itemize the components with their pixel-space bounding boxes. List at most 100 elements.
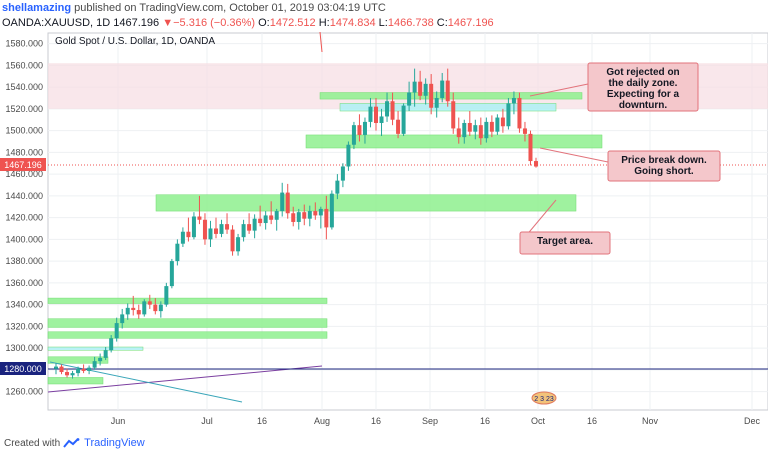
candle[interactable] <box>522 121 527 142</box>
candle[interactable] <box>87 365 92 375</box>
zone-green[interactable] <box>47 377 104 385</box>
candle[interactable] <box>191 212 196 240</box>
candle[interactable] <box>81 364 86 374</box>
candle[interactable] <box>351 121 356 150</box>
candle[interactable] <box>335 174 340 200</box>
candle[interactable] <box>534 157 538 168</box>
candle[interactable] <box>329 190 334 230</box>
candle[interactable] <box>252 214 257 239</box>
candle[interactable] <box>318 206 323 229</box>
candle[interactable] <box>423 78 428 105</box>
candle[interactable] <box>467 111 472 137</box>
candle[interactable] <box>202 213 207 245</box>
candle[interactable] <box>269 201 274 225</box>
candle[interactable] <box>180 227 185 247</box>
candle[interactable] <box>362 117 367 144</box>
zone-green[interactable] <box>47 297 328 304</box>
zone-cyan[interactable] <box>47 346 144 351</box>
candle[interactable] <box>263 211 268 230</box>
candle[interactable] <box>197 195 202 225</box>
candle[interactable] <box>65 368 70 378</box>
candle[interactable] <box>484 117 489 143</box>
candle[interactable] <box>451 92 456 134</box>
candle[interactable] <box>396 111 401 139</box>
candle[interactable] <box>280 182 285 217</box>
candle[interactable] <box>429 74 434 115</box>
candle[interactable] <box>445 68 450 107</box>
candle[interactable] <box>418 70 423 101</box>
candle[interactable] <box>153 298 158 315</box>
candle[interactable] <box>92 356 97 370</box>
candle[interactable] <box>241 219 246 242</box>
candle[interactable] <box>462 119 467 144</box>
candle[interactable] <box>291 206 296 227</box>
zone-green[interactable] <box>47 318 328 328</box>
trendline-purple[interactable] <box>47 365 323 393</box>
candle[interactable] <box>357 114 362 142</box>
candle[interactable] <box>114 317 119 342</box>
candle[interactable] <box>70 370 75 379</box>
x-axis[interactable]: Jun Jul 16 Aug 16 Sep 16 Oct 16 Nov Dec <box>111 416 761 426</box>
candle[interactable] <box>506 97 511 130</box>
zone-green[interactable] <box>305 134 603 149</box>
candle[interactable] <box>324 195 329 240</box>
candle[interactable] <box>478 117 483 145</box>
candle[interactable] <box>214 217 218 239</box>
candle[interactable] <box>346 141 351 171</box>
zone-green[interactable] <box>47 331 328 339</box>
candle[interactable] <box>169 258 174 289</box>
zone-green[interactable] <box>155 194 577 212</box>
candle[interactable] <box>368 97 373 128</box>
author-name[interactable]: shellamazing <box>2 2 72 14</box>
candle[interactable] <box>76 366 81 377</box>
candle[interactable] <box>500 108 505 133</box>
annotation-callout[interactable]: Got rejected on the daily zone. Expecting … <box>529 62 699 112</box>
candle[interactable] <box>412 68 417 107</box>
candle[interactable] <box>131 295 136 316</box>
annotation-callout[interactable]: Target area. <box>519 199 611 255</box>
candle[interactable] <box>225 213 230 234</box>
candle[interactable] <box>385 92 390 122</box>
events-badge[interactable]: 2 3 23 <box>531 391 557 405</box>
candle[interactable] <box>109 335 114 353</box>
candle[interactable] <box>374 97 378 131</box>
candle[interactable] <box>407 81 412 112</box>
candle[interactable] <box>98 353 103 366</box>
candle[interactable] <box>473 119 478 140</box>
candle[interactable] <box>307 205 312 227</box>
candle[interactable] <box>434 91 439 118</box>
candle[interactable] <box>147 294 152 309</box>
candle[interactable] <box>296 208 301 230</box>
annotation-callout[interactable]: Price break down. Going short. <box>539 147 721 182</box>
candle[interactable] <box>495 114 500 135</box>
tradingview-brand[interactable]: TradingView <box>84 437 145 449</box>
candle[interactable] <box>440 72 445 103</box>
candle[interactable] <box>142 299 147 317</box>
candle[interactable] <box>186 217 191 242</box>
candle[interactable] <box>120 308 125 329</box>
candle[interactable] <box>175 239 180 266</box>
candle[interactable] <box>59 364 64 375</box>
zone-green[interactable] <box>47 356 109 364</box>
candle[interactable] <box>219 219 224 238</box>
candle[interactable] <box>103 347 108 361</box>
candle[interactable] <box>285 183 290 219</box>
candle[interactable] <box>528 130 533 166</box>
candle[interactable] <box>489 115 494 138</box>
candle[interactable] <box>379 108 384 137</box>
candle[interactable] <box>230 225 235 256</box>
candle[interactable] <box>390 92 395 126</box>
candle[interactable] <box>54 363 58 375</box>
candle[interactable] <box>456 117 461 144</box>
candle[interactable] <box>511 91 516 115</box>
candle[interactable] <box>236 233 241 256</box>
candle[interactable] <box>340 163 345 188</box>
candle[interactable] <box>302 204 307 226</box>
candle[interactable] <box>274 208 279 231</box>
candle[interactable] <box>247 213 252 234</box>
candle[interactable] <box>208 220 213 247</box>
candle[interactable] <box>258 205 263 227</box>
price-chart[interactable]: Got rejected on the daily zone. Expecting … <box>0 30 768 435</box>
candle[interactable] <box>158 301 163 318</box>
candle[interactable] <box>125 303 130 320</box>
